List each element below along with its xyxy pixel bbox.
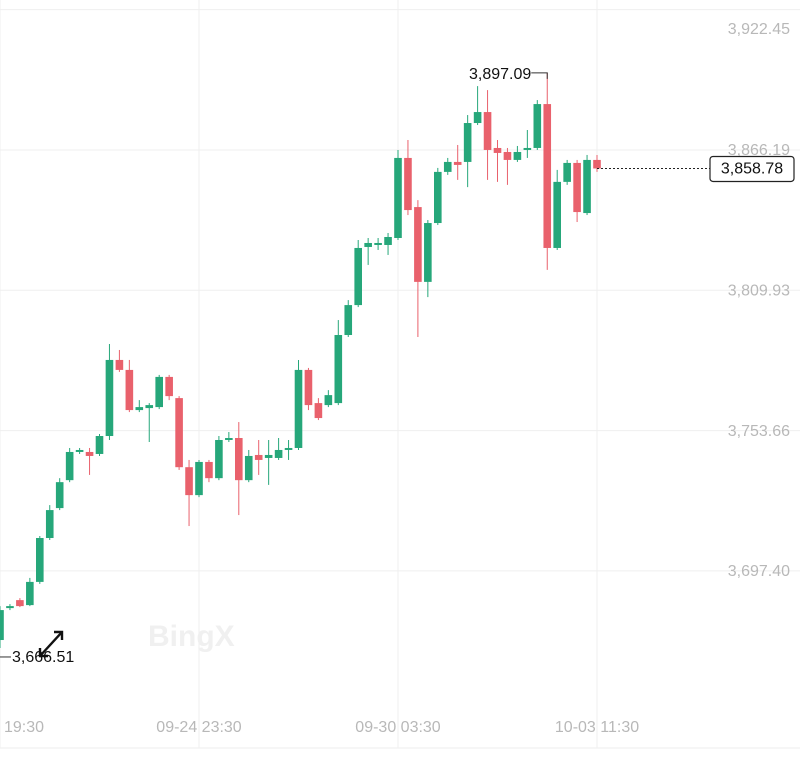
- candle-body: [374, 242, 382, 245]
- candle-body: [523, 147, 532, 150]
- candle-body: [85, 451, 94, 456]
- candle-body: [483, 112, 492, 150]
- candle-body: [185, 467, 193, 496]
- candle-body: [543, 104, 552, 248]
- candle-body: [215, 440, 223, 479]
- low-label: 3,666.51: [12, 649, 74, 666]
- candle-body: [26, 581, 34, 606]
- candle-body: [463, 123, 472, 162]
- candle-body: [36, 538, 44, 582]
- candle-body: [115, 359, 124, 370]
- watermark: BingX: [148, 620, 235, 653]
- candle-body: [404, 157, 412, 211]
- candle-body: [125, 369, 134, 411]
- candle-body: [205, 461, 213, 479]
- y-tick-label: 3,809.93: [728, 283, 790, 300]
- candle-body: [264, 454, 273, 458]
- candle-body: [314, 403, 323, 419]
- candle-body: [424, 223, 432, 282]
- candle-body: [155, 376, 163, 408]
- x-tick-label: 19:30: [4, 719, 44, 736]
- y-tick-label: 3,697.40: [728, 563, 790, 580]
- candle-body: [334, 335, 343, 404]
- candle-body: [473, 112, 482, 124]
- candle-body: [493, 147, 502, 153]
- candle-body: [244, 455, 253, 481]
- candle-body: [304, 369, 313, 406]
- candle-body: [195, 461, 203, 496]
- candle-body: [583, 159, 591, 214]
- candle-body: [443, 161, 452, 172]
- expand-icon[interactable]: [38, 630, 64, 658]
- candle-body: [344, 305, 353, 336]
- candle-body: [364, 242, 372, 247]
- x-tick-label: 10-03 11:30: [555, 719, 639, 736]
- x-tick-label: 09-30 03:30: [355, 719, 441, 736]
- y-tick-label: 3,866.19: [728, 142, 790, 159]
- candle-body: [453, 161, 462, 165]
- candle-body: [513, 151, 522, 160]
- candle-body: [75, 449, 84, 452]
- candle-body: [573, 162, 581, 213]
- candle-body: [563, 162, 571, 182]
- candle-body: [135, 407, 144, 411]
- y-tick-label: 3,753.66: [728, 423, 790, 440]
- y-tick-label: 3,922.45: [728, 21, 790, 38]
- candle-body: [65, 451, 74, 481]
- candle-body: [0, 610, 4, 641]
- candle-body: [45, 510, 54, 539]
- last-price-label: 3,858.78: [721, 161, 783, 178]
- candle-body: [105, 359, 114, 437]
- candle-body: [394, 157, 402, 238]
- candle-body: [95, 436, 104, 454]
- candle-body: [384, 236, 392, 245]
- candle-body: [145, 405, 154, 409]
- candle-body: [254, 454, 263, 460]
- high-label: 3,897.09: [469, 66, 531, 83]
- candle-body: [235, 438, 243, 481]
- x-tick-label: 09-24 23:30: [156, 719, 242, 736]
- candle-body: [175, 398, 183, 468]
- candle-body: [414, 207, 422, 282]
- last-price-box: [709, 155, 795, 183]
- candle-body: [274, 449, 283, 458]
- candle-body: [284, 447, 293, 450]
- high-marker-line: [531, 72, 548, 79]
- candle-body: [434, 171, 442, 224]
- candle-body: [593, 159, 601, 169]
- candle-body: [533, 104, 542, 148]
- candle-body: [165, 376, 173, 397]
- candle-body: [6, 606, 14, 609]
- candle-body: [294, 369, 303, 448]
- candle-body: [553, 181, 561, 248]
- candle-body: [225, 438, 233, 441]
- candle-body: [55, 482, 64, 509]
- candle-body: [324, 395, 333, 406]
- candle-body: [503, 151, 512, 160]
- candle-body: [16, 600, 24, 607]
- candle-body: [354, 247, 362, 306]
